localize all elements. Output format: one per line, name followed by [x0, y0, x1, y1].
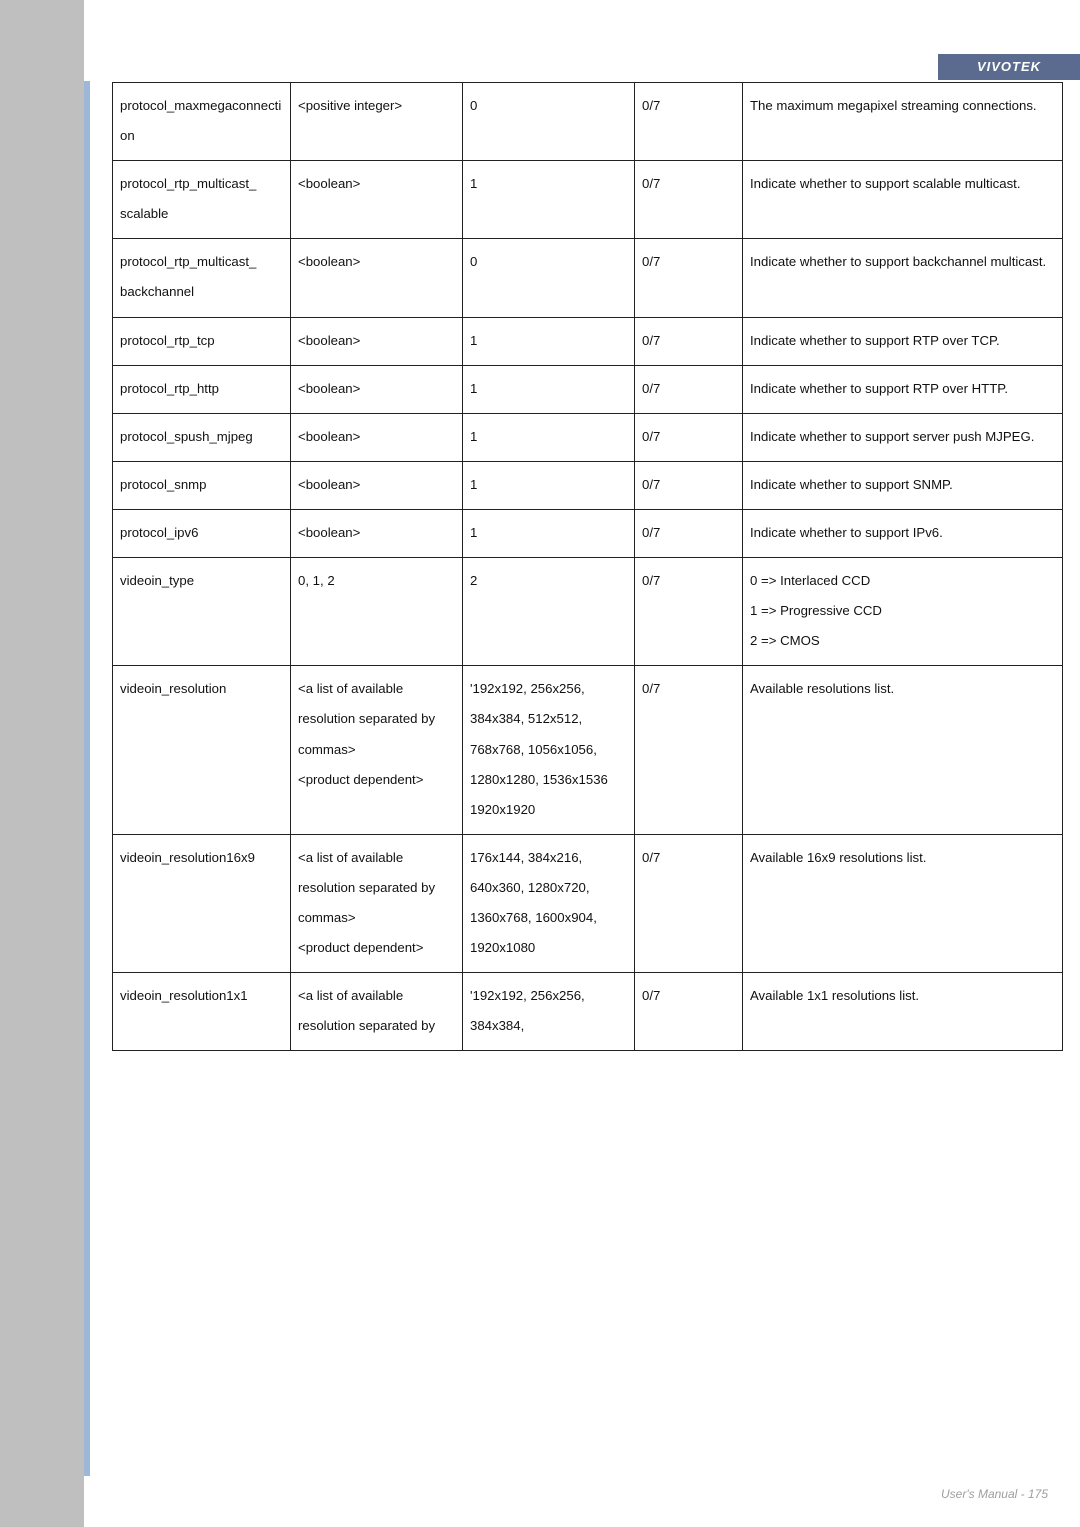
table-cell-type: <boolean>: [291, 413, 463, 461]
table-cell-sec: 0/7: [635, 365, 743, 413]
table-cell-param: videoin_type: [113, 558, 291, 666]
table-cell-param: protocol_rtp_multicast_ scalable: [113, 161, 291, 239]
table-row: protocol_rtp_multicast_ scalable<boolean…: [113, 161, 1063, 239]
table-row: protocol_maxmegaconnection<positive inte…: [113, 83, 1063, 161]
table-cell-param: videoin_resolution: [113, 666, 291, 834]
table-cell-sec: 0/7: [635, 413, 743, 461]
table-cell-param: protocol_rtp_multicast_ backchannel: [113, 239, 291, 317]
table-row: protocol_rtp_tcp<boolean>10/7Indicate wh…: [113, 317, 1063, 365]
table-cell-type: <boolean>: [291, 509, 463, 557]
brand-label: VIVOTEK: [938, 54, 1080, 80]
table-cell-param: protocol_rtp_tcp: [113, 317, 291, 365]
table-cell-default: '192x192, 256x256, 384x384, 512x512, 768…: [463, 666, 635, 834]
table-cell-param: protocol_spush_mjpeg: [113, 413, 291, 461]
table-cell-param: videoin_resolution1x1: [113, 973, 291, 1051]
table-cell-desc: Indicate whether to support RTP over HTT…: [743, 365, 1063, 413]
table-cell-param: protocol_maxmegaconnection: [113, 83, 291, 161]
table-cell-param: protocol_ipv6: [113, 509, 291, 557]
table-cell-param: protocol_snmp: [113, 461, 291, 509]
table-cell-default: 1: [463, 161, 635, 239]
table-cell-default: 1: [463, 365, 635, 413]
table-cell-desc: 0 => Interlaced CCD 1 => Progressive CCD…: [743, 558, 1063, 666]
table-cell-sec: 0/7: [635, 161, 743, 239]
table-cell-sec: 0/7: [635, 834, 743, 972]
table-cell-type: <a list of available resolution separate…: [291, 666, 463, 834]
table-cell-default: 1: [463, 461, 635, 509]
table-cell-desc: Available resolutions list.: [743, 666, 1063, 834]
table-cell-param: protocol_rtp_http: [113, 365, 291, 413]
table-cell-desc: Indicate whether to support backchannel …: [743, 239, 1063, 317]
table-cell-sec: 0/7: [635, 666, 743, 834]
table-row: protocol_rtp_http<boolean>10/7Indicate w…: [113, 365, 1063, 413]
table-cell-sec: 0/7: [635, 83, 743, 161]
table-row: protocol_ipv6<boolean>10/7Indicate wheth…: [113, 509, 1063, 557]
table-cell-desc: Available 16x9 resolutions list.: [743, 834, 1063, 972]
table-cell-sec: 0/7: [635, 239, 743, 317]
table-cell-type: <a list of available resolution separate…: [291, 973, 463, 1051]
left-accent: [84, 81, 90, 1476]
table-cell-desc: The maximum megapixel streaming connecti…: [743, 83, 1063, 161]
table-row: videoin_resolution16x9<a list of availab…: [113, 834, 1063, 972]
table-cell-type: <boolean>: [291, 161, 463, 239]
table-row: protocol_spush_mjpeg<boolean>10/7Indicat…: [113, 413, 1063, 461]
table-cell-type: <boolean>: [291, 239, 463, 317]
table-cell-sec: 0/7: [635, 317, 743, 365]
table-cell-default: 1: [463, 509, 635, 557]
table-cell-type: <boolean>: [291, 365, 463, 413]
table-cell-param: videoin_resolution16x9: [113, 834, 291, 972]
table-cell-default: 1: [463, 317, 635, 365]
table-cell-desc: Indicate whether to support SNMP.: [743, 461, 1063, 509]
table-cell-type: <positive integer>: [291, 83, 463, 161]
table-cell-desc: Available 1x1 resolutions list.: [743, 973, 1063, 1051]
table-cell-desc: Indicate whether to support RTP over TCP…: [743, 317, 1063, 365]
table-cell-desc: Indicate whether to support server push …: [743, 413, 1063, 461]
footer-text: User's Manual - 175: [941, 1487, 1048, 1501]
table-cell-sec: 0/7: [635, 558, 743, 666]
table-row: protocol_snmp<boolean>10/7Indicate wheth…: [113, 461, 1063, 509]
table-row: videoin_resolution<a list of available r…: [113, 666, 1063, 834]
table-cell-type: 0, 1, 2: [291, 558, 463, 666]
table-cell-default: '192x192, 256x256, 384x384,: [463, 973, 635, 1051]
page: VIVOTEK protocol_maxmegaconnection<posit…: [84, 0, 1080, 1527]
table-cell-default: 0: [463, 239, 635, 317]
table-cell-default: 2: [463, 558, 635, 666]
table-row: videoin_resolution1x1<a list of availabl…: [113, 973, 1063, 1051]
table-cell-default: 0: [463, 83, 635, 161]
table-row: protocol_rtp_multicast_ backchannel<bool…: [113, 239, 1063, 317]
table-cell-sec: 0/7: [635, 509, 743, 557]
table-cell-default: 1: [463, 413, 635, 461]
table-cell-sec: 0/7: [635, 461, 743, 509]
table-cell-type: <a list of available resolution separate…: [291, 834, 463, 972]
table-row: videoin_type0, 1, 220/70 => Interlaced C…: [113, 558, 1063, 666]
table-cell-sec: 0/7: [635, 973, 743, 1051]
table-cell-default: 176x144, 384x216, 640x360, 1280x720, 136…: [463, 834, 635, 972]
table-cell-type: <boolean>: [291, 461, 463, 509]
table-cell-desc: Indicate whether to support scalable mul…: [743, 161, 1063, 239]
spec-table: protocol_maxmegaconnection<positive inte…: [112, 82, 1063, 1051]
table-cell-type: <boolean>: [291, 317, 463, 365]
table-cell-desc: Indicate whether to support IPv6.: [743, 509, 1063, 557]
